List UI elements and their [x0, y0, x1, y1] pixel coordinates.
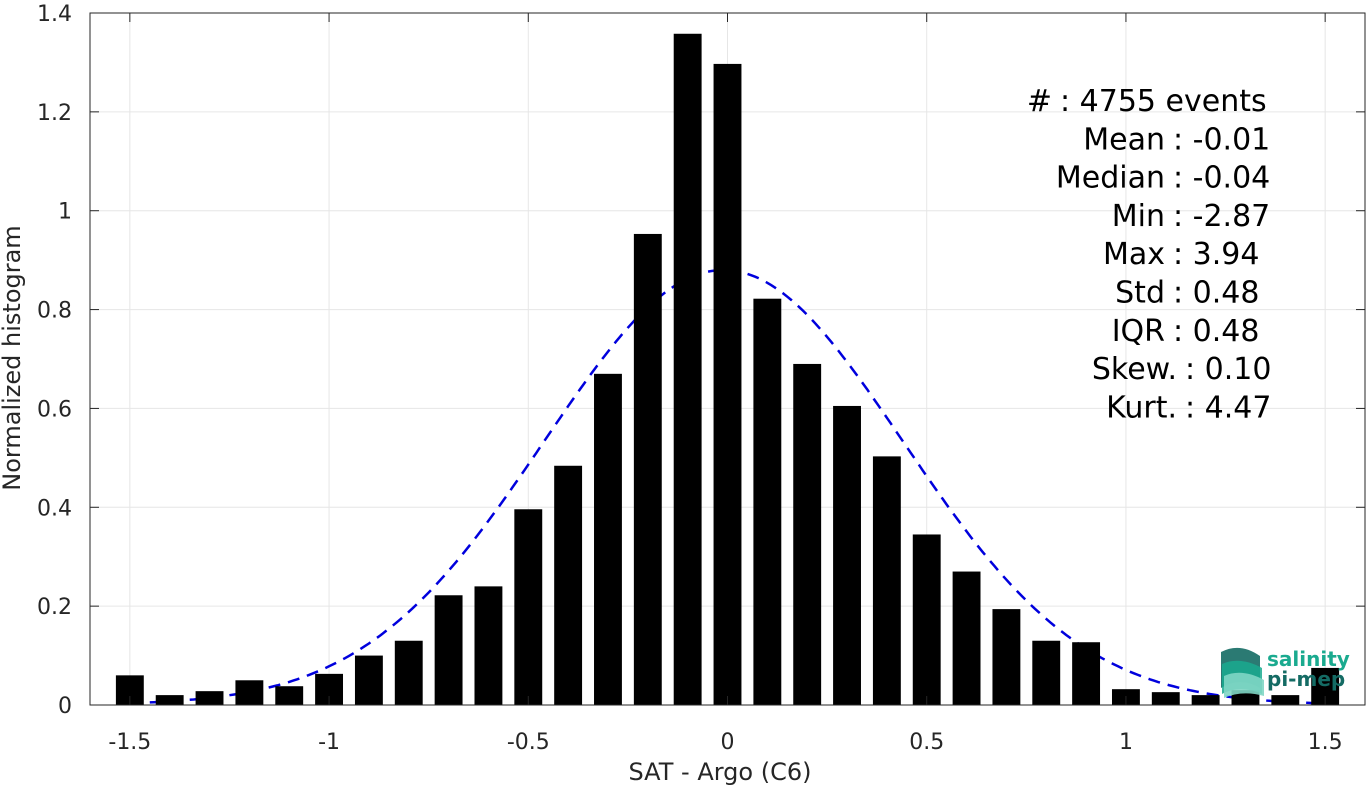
histogram-bar-29	[1271, 695, 1300, 705]
x-tick-label-0: -1.5	[108, 730, 151, 755]
y-tick-label-7: 1.4	[37, 2, 72, 27]
histogram-bar-21	[952, 571, 981, 705]
histogram-bar-8	[434, 595, 463, 705]
x-tick-labels: -1.5 -1 -0.5 0 0.5 1 1.5	[108, 730, 1342, 755]
stat-label-1: Mean	[1083, 122, 1165, 157]
histogram-bar-11	[554, 465, 583, 705]
histogram-bar-27	[1191, 695, 1220, 705]
stat-label-3: Min	[1112, 199, 1165, 234]
histogram-bar-18	[833, 405, 861, 705]
stat-value-0: : 4755 events	[1060, 84, 1267, 119]
stat-label-8: Kurt.	[1106, 390, 1177, 425]
stat-value-8: : 4.47	[1185, 390, 1271, 425]
stat-label-2: Median	[1056, 161, 1165, 196]
x-axis-label: SAT - Argo (C6)	[629, 758, 812, 786]
stat-label-4: Max	[1103, 237, 1165, 272]
histogram-bar-22	[992, 609, 1021, 705]
x-tick-label-6: 1.5	[1308, 730, 1343, 755]
gaussian-fit-curve	[129, 268, 1326, 705]
histogram-bar-6	[354, 655, 383, 705]
y-tick-label-1: 0.2	[37, 595, 72, 620]
histogram-bar-4	[275, 686, 304, 705]
stat-value-7: : 0.10	[1185, 352, 1271, 387]
y-tick-label-4: 0.8	[37, 299, 72, 324]
x-tick-label-1: -1	[318, 730, 340, 755]
histogram-bar-14	[673, 33, 702, 705]
histogram-bar-15	[713, 63, 742, 705]
y-tick-label-0: 0	[58, 694, 72, 719]
y-tick-label-2: 0.4	[37, 496, 72, 521]
stat-value-5: : 0.48	[1173, 276, 1259, 311]
histogram-bar-24	[1072, 642, 1101, 705]
y-tick-label-6: 1.2	[37, 101, 72, 126]
histogram-bars	[115, 33, 1340, 705]
wave-logo-icon	[1221, 647, 1264, 698]
histogram-bar-12	[594, 373, 622, 705]
stat-label-5: Std	[1115, 276, 1165, 311]
histogram-bar-23	[1032, 640, 1061, 705]
stat-value-6: : 0.48	[1173, 314, 1259, 349]
histogram-bar-7	[394, 640, 423, 705]
y-tick-labels: 0 0.2 0.4 0.6 0.8 1 1.2 1.4	[37, 2, 72, 719]
histogram-bar-13	[633, 233, 662, 705]
logo-text-salinity: salinity	[1267, 647, 1350, 671]
salinity-pi-mep-logo: salinity pi-mep	[1221, 647, 1350, 698]
histogram-bar-1	[155, 695, 184, 705]
stat-label-0: #	[1027, 84, 1052, 119]
stat-label-7: Skew.	[1092, 352, 1177, 387]
x-tick-label-5: 1	[1119, 730, 1133, 755]
y-axis-label: Normalized histogram	[0, 225, 26, 490]
stat-label-6: IQR	[1112, 314, 1165, 349]
histogram-bar-16	[753, 298, 782, 705]
histogram-bar-26	[1151, 692, 1180, 705]
stat-value-4: : 3.94	[1173, 237, 1259, 272]
histogram-bar-20	[912, 534, 941, 705]
stat-value-2: : -0.04	[1173, 161, 1270, 196]
histogram-bar-3	[235, 680, 264, 705]
x-tick-label-3: 0	[721, 730, 735, 755]
histogram-bar-17	[793, 363, 822, 705]
gaussian-fit	[129, 268, 1326, 705]
stat-value-1: : -0.01	[1173, 122, 1270, 157]
histogram-bar-9	[474, 586, 503, 705]
x-tick-label-2: -0.5	[507, 730, 550, 755]
histogram-bar-19	[872, 456, 901, 705]
axis-ticks	[90, 12, 1365, 706]
x-tick-label-4: 0.5	[909, 730, 944, 755]
histogram-bar-10	[514, 509, 543, 705]
logo-text-pi-mep: pi-mep	[1267, 667, 1345, 691]
y-tick-label-5: 1	[58, 200, 72, 225]
stat-value-3: : -2.87	[1173, 199, 1270, 234]
histogram-bar-2	[195, 691, 224, 705]
y-tick-label-3: 0.6	[37, 397, 72, 422]
